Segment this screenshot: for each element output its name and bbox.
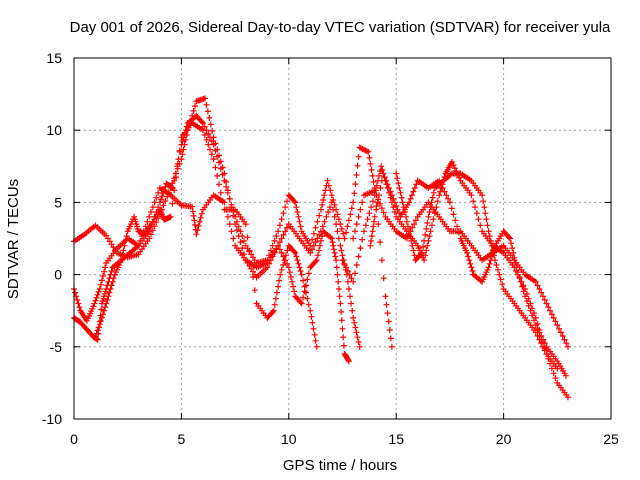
y-axis-label: SDTVAR / TECUs: [5, 179, 22, 299]
x-tick-label: 0: [70, 431, 78, 447]
y-tick-label: 10: [46, 122, 62, 138]
data-point-markers: [367, 170, 569, 379]
data-series-track-8: [393, 170, 561, 372]
x-tick-label: 10: [281, 431, 297, 447]
x-axis-label: GPS time / hours: [283, 457, 397, 474]
y-tick-label: 5: [54, 194, 62, 210]
data-series-track-4: [92, 120, 320, 350]
grid: [74, 58, 611, 419]
data-point-markers: [92, 120, 320, 350]
x-tick-label: 25: [603, 431, 619, 447]
y-tick-label: -10: [42, 411, 62, 427]
tick-labels: 0 5 10 15 20 25 -10 -5 0 5 10 15: [42, 50, 619, 447]
data-point-markers: [393, 170, 561, 372]
plot-points: [71, 95, 571, 401]
plot-frame: [73, 57, 612, 420]
data-point-markers: [350, 187, 571, 350]
data-series-track-7: [350, 187, 571, 350]
x-tick-label: 5: [178, 431, 186, 447]
axis-ticks: [73, 57, 612, 420]
x-tick-label: 20: [496, 431, 512, 447]
x-tick-label: 15: [388, 431, 404, 447]
y-tick-label: 0: [54, 267, 62, 283]
data-series-track-1: [71, 95, 363, 350]
y-tick-label: -5: [50, 339, 63, 355]
chart-title: Day 001 of 2026, Sidereal Day-to-day VTE…: [70, 19, 611, 36]
data-point-markers: [71, 95, 363, 350]
y-tick-label: 15: [46, 50, 62, 66]
data-series-track-6: [367, 170, 569, 379]
